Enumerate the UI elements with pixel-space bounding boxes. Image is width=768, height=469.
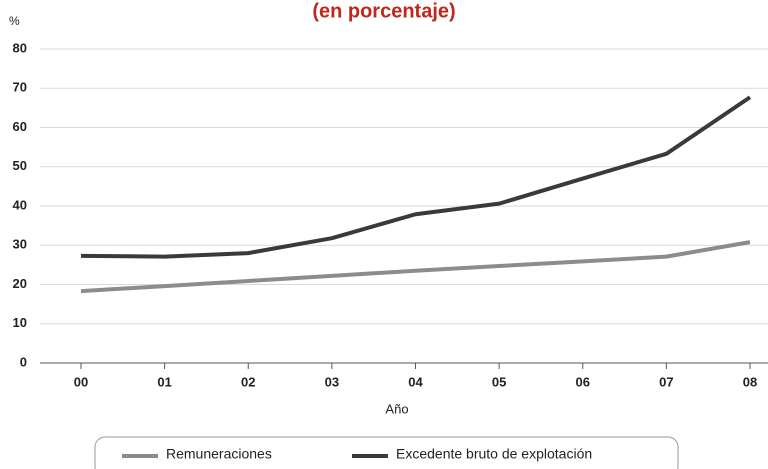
series-line [80, 240, 751, 294]
y-tick-label: 50 [13, 158, 27, 173]
y-tick-label: 0 [20, 354, 27, 369]
y-tick-label: 70 [13, 80, 27, 95]
chart-title: (en porcentaje) [312, 0, 455, 22]
x-tick-label: 04 [408, 374, 423, 389]
x-tick-label: 08 [743, 374, 757, 389]
x-tick-label: 00 [74, 374, 88, 389]
y-tick-label: 30 [13, 237, 27, 252]
x-tick-label: 07 [659, 374, 673, 389]
x-tick-label: 03 [325, 374, 339, 389]
y-tick-label: 20 [13, 276, 27, 291]
x-tick-label: 05 [492, 374, 506, 389]
y-axis-label: % [9, 14, 20, 28]
series-line [80, 95, 752, 259]
x-tick-label: 02 [241, 374, 255, 389]
y-tick-label: 60 [13, 119, 27, 134]
y-tick-label: 10 [13, 315, 27, 330]
legend-label: Excedente bruto de explotación [396, 446, 592, 462]
x-tick-label: 06 [576, 374, 590, 389]
x-tick-label: 01 [157, 374, 171, 389]
y-tick-label: 40 [13, 197, 27, 212]
y-tick-label: 80 [13, 40, 27, 55]
legend-label: Remuneraciones [166, 446, 272, 462]
legend-box [94, 436, 679, 469]
x-axis-label: Año [385, 401, 408, 416]
